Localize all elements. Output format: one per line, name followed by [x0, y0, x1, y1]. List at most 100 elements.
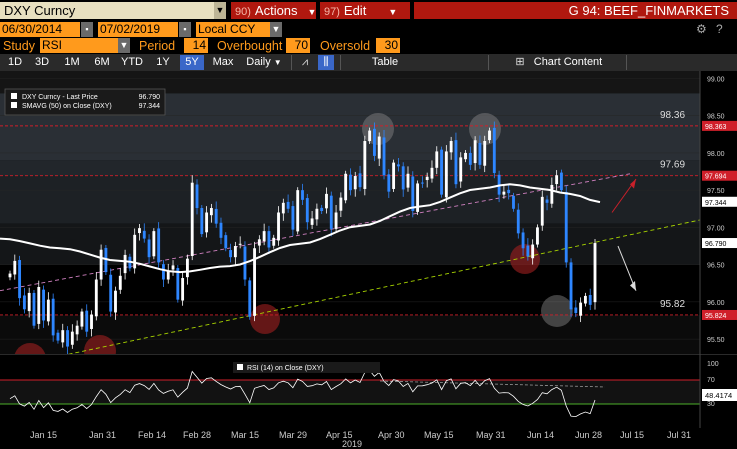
- candle-body: [181, 278, 185, 301]
- range-1m[interactable]: 1M: [64, 56, 80, 68]
- chevron-down-icon: ▼: [273, 58, 282, 67]
- candle-body: [27, 292, 31, 312]
- y-tick-label: 99.00: [707, 76, 725, 83]
- candle-body: [435, 151, 439, 168]
- candle-body: [61, 330, 65, 343]
- candle-body: [588, 295, 592, 305]
- study-label: Study: [3, 39, 35, 53]
- candle-body: [315, 208, 319, 220]
- x-tick-label: Jul 15: [620, 430, 645, 440]
- candle-body: [440, 149, 443, 195]
- chevron-down-icon[interactable]: ▼: [270, 22, 282, 37]
- price-tag-bg: [702, 170, 737, 181]
- line-chart-icon[interactable]: ⩘: [301, 56, 309, 68]
- candle-body: [555, 175, 559, 185]
- candle-body: [478, 142, 482, 165]
- security-dropdown-arrow[interactable]: ▼: [214, 2, 226, 19]
- candle-body: [176, 268, 180, 300]
- x-tick-label: Mar 15: [231, 430, 260, 440]
- help-icon[interactable]: ?: [716, 22, 723, 36]
- chevron-down-icon: ▼: [307, 7, 317, 17]
- price-tags: 98.363 97.694 95.824 97.344 96.790: [702, 120, 737, 320]
- level-label: 97.69: [660, 160, 685, 171]
- candle-body: [377, 136, 381, 159]
- candle-body: [152, 231, 156, 257]
- level-label: 95.82: [660, 299, 685, 310]
- candle-body: [569, 262, 573, 310]
- actions-menu[interactable]: 90) Actions ▼: [231, 2, 316, 19]
- range-3d[interactable]: 3D: [34, 56, 50, 68]
- candle-body: [349, 174, 352, 191]
- candle-body: [162, 264, 165, 280]
- security-field[interactable]: DXY Curncy: [0, 2, 226, 19]
- oversold-label: Oversold: [320, 39, 371, 53]
- start-date-input[interactable]: 06/30/2014: [0, 22, 80, 37]
- y-tick-label: 98.00: [707, 151, 725, 158]
- range-1y[interactable]: 1Y: [156, 56, 170, 68]
- actions-menu-number: 90): [235, 6, 251, 18]
- range-5y[interactable]: 5Y: [180, 55, 204, 70]
- table-button[interactable]: Table: [371, 56, 399, 68]
- candle-body: [540, 196, 544, 226]
- candle-body: [392, 162, 396, 189]
- period-input[interactable]: 14: [184, 38, 208, 53]
- legend-last-price-value: 96.790: [139, 94, 161, 101]
- candle-body: [262, 231, 266, 242]
- y-axis: 95.50 96.00 96.50 97.00 97.50 98.00 98.50 99.00: [707, 76, 725, 344]
- candlestick-icon[interactable]: ⫼: [318, 55, 334, 70]
- candle-body: [257, 239, 261, 246]
- range-6m[interactable]: 6M: [94, 56, 110, 68]
- calendar-icon[interactable]: ▪: [81, 22, 93, 37]
- x-tick-label: Feb 14: [138, 430, 167, 440]
- price-tag-bg: [702, 196, 737, 207]
- candle-body: [80, 311, 84, 327]
- end-date-input[interactable]: 07/02/2019: [98, 22, 178, 37]
- sma-path: [0, 183, 601, 274]
- range-ytd[interactable]: YTD: [121, 56, 143, 68]
- candle-body: [94, 279, 98, 317]
- overbought-input[interactable]: 70: [286, 38, 310, 53]
- candle-body: [459, 157, 463, 182]
- period-select[interactable]: Daily ▼: [244, 55, 284, 70]
- chart-content-button[interactable]: Chart Content: [533, 56, 603, 68]
- price-chart[interactable]: 98.36 97.69 95.82 95.50 96.00 96.50 97.00 97.5…: [0, 71, 737, 354]
- chart-band: [0, 160, 700, 177]
- candle-body: [75, 325, 79, 335]
- x-tick-label: Jan 31: [89, 430, 117, 440]
- candle-body: [286, 201, 290, 209]
- gear-icon[interactable]: ⚙: [696, 22, 707, 36]
- chart-content-icon[interactable]: ⊞: [515, 56, 525, 68]
- edit-menu[interactable]: 97) Edit ▼: [320, 2, 410, 19]
- candle-body: [531, 244, 535, 259]
- candle-body: [483, 141, 487, 166]
- x-tick-label: Jul 31: [667, 430, 692, 440]
- candle-body: [564, 191, 568, 263]
- candle-body: [420, 182, 424, 184]
- candle-body: [516, 209, 520, 234]
- candle-body: [416, 183, 420, 212]
- x-tick-label: Jan 15: [30, 430, 58, 440]
- candle-body: [109, 274, 113, 312]
- x-tick-label: Jun 14: [527, 430, 555, 440]
- x-tick-label: Mar 29: [279, 430, 308, 440]
- candle-body: [133, 234, 137, 269]
- x-tick-label: Feb 28: [183, 430, 212, 440]
- currency-select[interactable]: Local CCY: [196, 22, 270, 37]
- calendar-icon[interactable]: ▪: [179, 22, 191, 37]
- candle-body: [454, 140, 458, 185]
- range-1d[interactable]: 1D: [7, 56, 23, 68]
- sma-line: [0, 183, 601, 274]
- candle-body: [157, 228, 161, 263]
- study-select[interactable]: RSI: [40, 38, 118, 53]
- candle-body: [99, 249, 103, 280]
- up-arrow-head: [630, 178, 636, 189]
- actions-menu-label: Actions: [254, 3, 298, 18]
- candle-body: [233, 246, 237, 258]
- chevron-down-icon[interactable]: ▼: [118, 38, 130, 53]
- chart-band: [0, 71, 700, 94]
- range-max[interactable]: Max: [212, 56, 234, 68]
- title-bar: DXY Curncy ▼ 90) Actions ▼ 97) Edit ▼ G 94: …: [0, 0, 737, 21]
- candle-body: [90, 314, 93, 329]
- rsi-chart[interactable]: RSI (14) on Close (DXY) 100 70 30 48.417…: [0, 354, 737, 428]
- oversold-input[interactable]: 30: [376, 38, 400, 53]
